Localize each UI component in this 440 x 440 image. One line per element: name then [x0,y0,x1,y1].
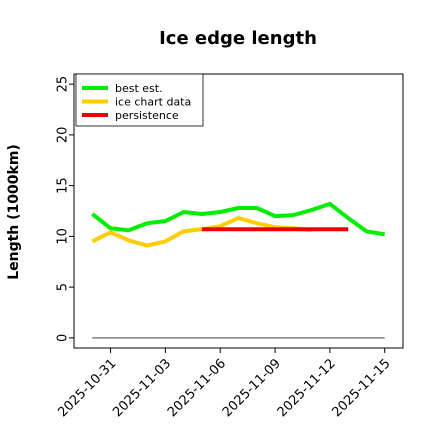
series-line-best-est- [91,201,386,237]
y-tick-label: 20 [56,127,71,144]
x-tick-label: 2025-11-06 [165,356,229,420]
y-tick-label: 10 [56,228,71,245]
y-tick-label: 5 [56,283,71,291]
y-axis-label: Length (1000km) [6,144,22,280]
y-tick-label: 15 [56,177,71,194]
x-tick-label: 2025-11-15 [329,356,393,420]
y-tick-label: 0 [56,334,71,342]
plot-frame [73,73,404,349]
chart-title: Ice edge length [159,28,317,49]
x-axis-ticks: 2025-10-312025-11-032025-11-062025-11-09… [55,348,394,420]
legend-label: best est. [115,82,163,95]
y-tick-label: 25 [56,76,71,93]
legend-label: persistence [115,109,179,122]
y-axis-ticks: 0 5 10 15 20 25 [56,76,74,342]
series-lines [91,201,386,339]
legend-label: ice chart data [115,96,191,109]
